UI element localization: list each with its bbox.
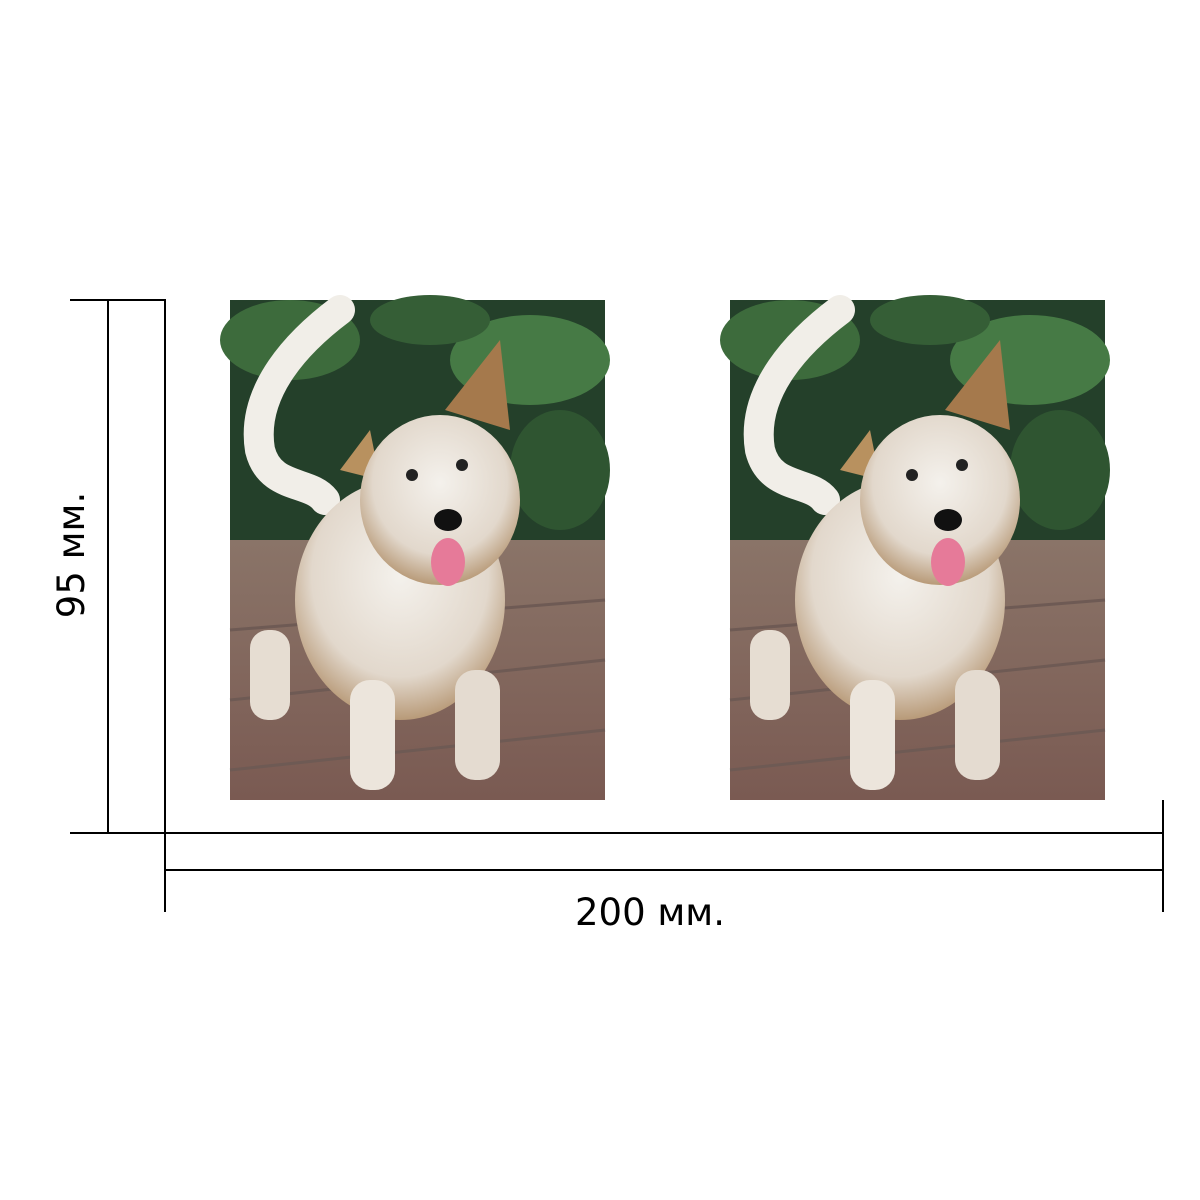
- width-label: 200 мм.: [575, 891, 725, 934]
- photo-right: [720, 295, 1110, 800]
- height-label: 95 мм.: [50, 492, 93, 618]
- height-dimension: 95 мм.: [50, 299, 166, 834]
- photo-left: [220, 295, 610, 800]
- width-dimension: 200 мм.: [164, 800, 1164, 934]
